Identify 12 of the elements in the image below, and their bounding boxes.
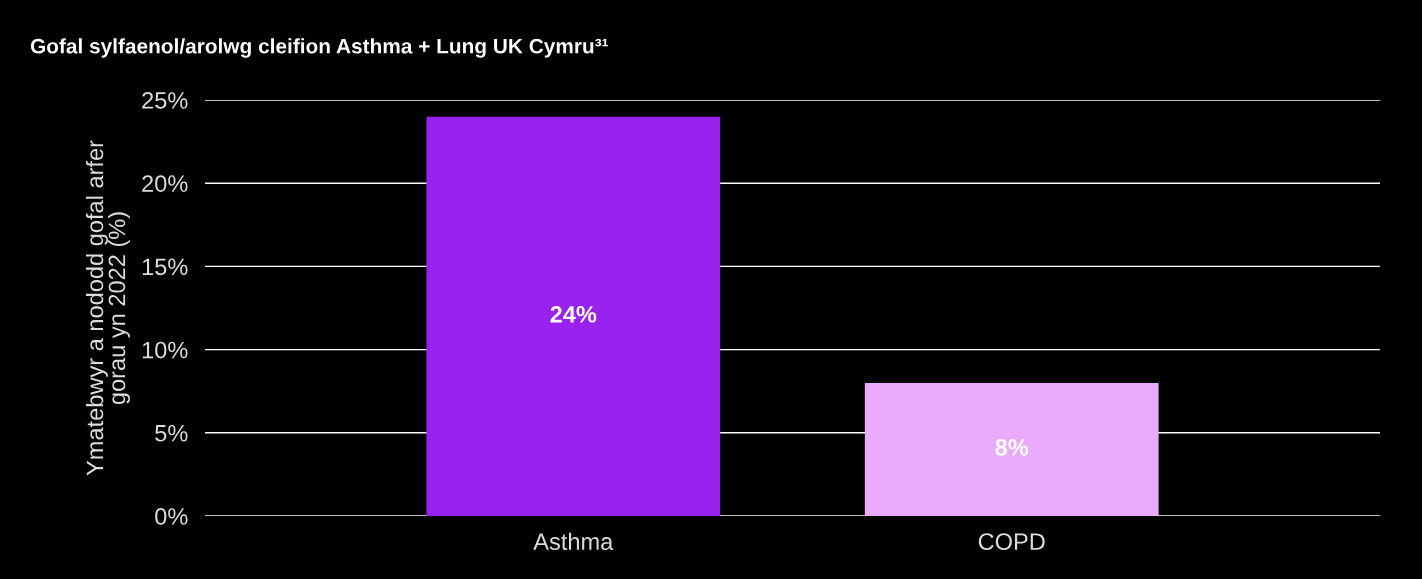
y-tick-label: 5% [155,424,188,442]
chart-title: Gofal sylfaenol/arolwg cleifion Asthma + Lung UK Cymru³¹ [30,38,608,58]
y-tick-label: 0% [155,508,188,525]
data-label: 8% [995,439,1029,456]
y-tick-label: 25% [142,92,188,109]
data-label: 24% [550,305,597,323]
y-axis-title: Ymatebwyr a nododd gofal arfer gorau yn 2022 (%) [85,140,130,476]
y-tick-label: 15% [142,258,188,276]
y-tick-label: 10% [142,341,188,359]
y-tick-label: 20% [142,175,188,192]
x-tick-label: COPD [978,533,1045,551]
x-tick-label: Asthma [533,532,614,551]
